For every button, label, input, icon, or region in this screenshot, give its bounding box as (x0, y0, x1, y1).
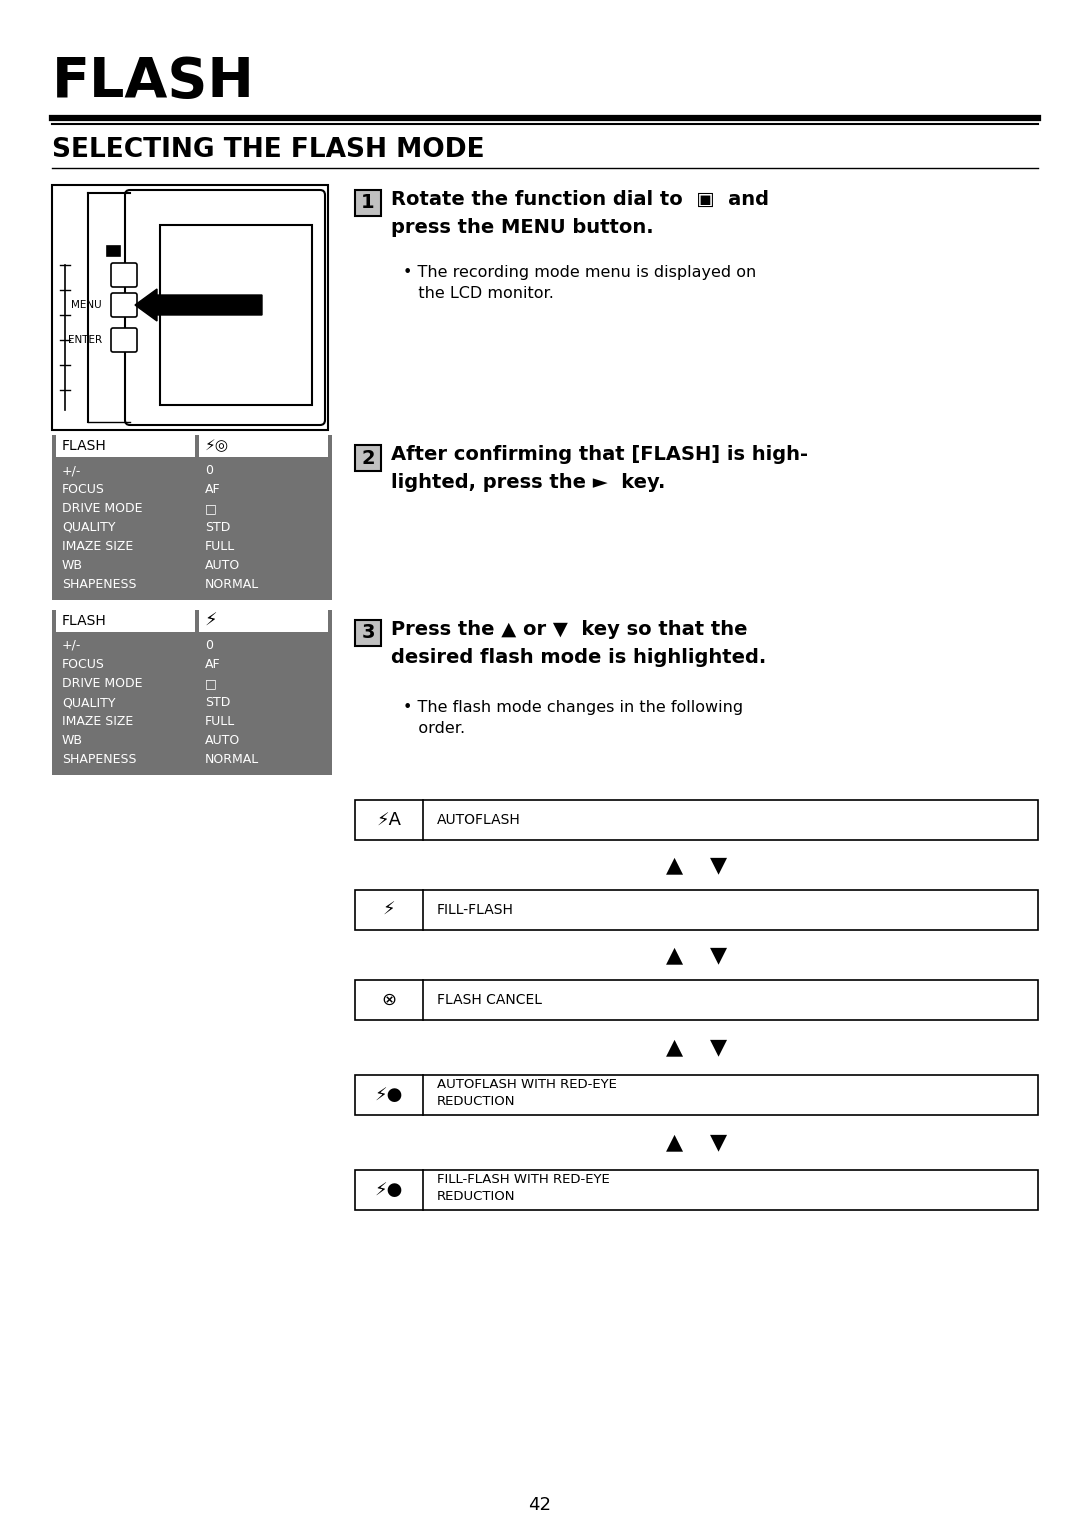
FancyBboxPatch shape (111, 293, 137, 317)
Text: STD: STD (205, 696, 230, 710)
Text: ENTER: ENTER (68, 336, 102, 345)
Text: ▼: ▼ (710, 855, 727, 874)
Text: 3: 3 (361, 624, 375, 642)
Bar (56, 610, 195, 632)
Text: Press the ▲ or ▼  key so that the
desired flash mode is highlighted.: Press the ▲ or ▼ key so that the desired… (391, 620, 766, 667)
Bar (199, 610, 328, 632)
Text: ⚡A: ⚡A (377, 810, 402, 829)
Text: QUALITY: QUALITY (62, 520, 116, 534)
Text: ▲: ▲ (666, 855, 683, 874)
Text: AF: AF (205, 484, 220, 496)
Text: AF: AF (205, 658, 220, 671)
Text: SELECTING THE FLASH MODE: SELECTING THE FLASH MODE (52, 137, 485, 163)
Text: STD: STD (205, 520, 230, 534)
FancyBboxPatch shape (125, 191, 325, 426)
Text: • The recording mode menu is displayed on
   the LCD monitor.: • The recording mode menu is displayed o… (403, 266, 756, 301)
Text: WB: WB (62, 559, 83, 572)
Text: FILL-FLASH WITH RED-EYE
REDUCTION: FILL-FLASH WITH RED-EYE REDUCTION (437, 1173, 610, 1202)
Bar (160, 224, 312, 404)
Text: 42: 42 (528, 1495, 552, 1514)
Bar (52, 610, 332, 775)
Bar (107, 246, 120, 256)
FancyBboxPatch shape (355, 620, 381, 645)
Text: 0: 0 (205, 464, 213, 478)
Bar (56, 435, 195, 456)
Text: DRIVE MODE: DRIVE MODE (62, 678, 143, 690)
Text: IMAZE SIZE: IMAZE SIZE (62, 716, 133, 728)
Text: □: □ (205, 678, 217, 690)
Text: +/-: +/- (62, 464, 81, 478)
Text: ▲: ▲ (666, 1038, 683, 1058)
Text: SHAPENESS: SHAPENESS (62, 578, 136, 591)
FancyBboxPatch shape (111, 328, 137, 353)
Text: +/-: +/- (62, 639, 81, 652)
Bar (199, 435, 328, 456)
Text: FILL-FLASH: FILL-FLASH (437, 903, 514, 917)
Text: AUTO: AUTO (205, 559, 240, 572)
Text: QUALITY: QUALITY (62, 696, 116, 710)
Text: 0: 0 (205, 639, 213, 652)
Text: ⚡●: ⚡● (375, 1087, 403, 1103)
Text: Rotate the function dial to  ▣  and
press the MENU button.: Rotate the function dial to ▣ and press … (391, 191, 769, 237)
Bar (52, 185, 328, 430)
Text: 1: 1 (361, 194, 375, 212)
Bar (355, 1170, 1038, 1210)
Text: ▼: ▼ (710, 1038, 727, 1058)
Bar (355, 980, 1038, 1019)
Text: FLASH: FLASH (62, 439, 107, 453)
FancyBboxPatch shape (355, 191, 381, 217)
Text: ⚡●: ⚡● (375, 1181, 403, 1199)
Text: ⚡: ⚡ (382, 900, 395, 919)
Text: SHAPENESS: SHAPENESS (62, 752, 136, 766)
Bar (355, 1074, 1038, 1116)
Text: AUTOFLASH WITH RED-EYE
REDUCTION: AUTOFLASH WITH RED-EYE REDUCTION (437, 1079, 617, 1108)
FancyBboxPatch shape (111, 262, 137, 287)
Bar (355, 800, 1038, 839)
FancyArrow shape (135, 288, 262, 320)
Text: • The flash mode changes in the following
   order.: • The flash mode changes in the followin… (403, 700, 743, 736)
FancyBboxPatch shape (355, 446, 381, 472)
Text: □: □ (205, 502, 217, 514)
Text: NORMAL: NORMAL (205, 578, 259, 591)
Text: ▲: ▲ (666, 945, 683, 964)
Text: IMAZE SIZE: IMAZE SIZE (62, 540, 133, 552)
Bar (112, 249, 117, 252)
Text: AUTO: AUTO (205, 734, 240, 748)
Text: WB: WB (62, 734, 83, 748)
Text: ▲: ▲ (666, 1132, 683, 1152)
Text: DRIVE MODE: DRIVE MODE (62, 502, 143, 514)
Text: FOCUS: FOCUS (62, 658, 105, 671)
Text: FLASH: FLASH (62, 613, 107, 629)
Text: FULL: FULL (205, 540, 235, 552)
Text: FULL: FULL (205, 716, 235, 728)
Text: NORMAL: NORMAL (205, 752, 259, 766)
Bar (52, 435, 332, 600)
Text: FOCUS: FOCUS (62, 484, 105, 496)
Text: MENU: MENU (71, 301, 102, 310)
Text: ▼: ▼ (710, 1132, 727, 1152)
Text: After confirming that [FLASH] is high-
lighted, press the ►  key.: After confirming that [FLASH] is high- l… (391, 446, 808, 491)
Text: ▼: ▼ (710, 945, 727, 964)
Text: ⚡: ⚡ (205, 612, 218, 630)
Text: AUTOFLASH: AUTOFLASH (437, 813, 521, 827)
Text: FLASH CANCEL: FLASH CANCEL (437, 993, 542, 1007)
Text: 2: 2 (361, 449, 375, 467)
Text: FLASH: FLASH (52, 55, 255, 108)
Text: ⚡◎: ⚡◎ (205, 438, 229, 453)
Text: ⊗: ⊗ (381, 990, 396, 1009)
Bar (355, 890, 1038, 929)
